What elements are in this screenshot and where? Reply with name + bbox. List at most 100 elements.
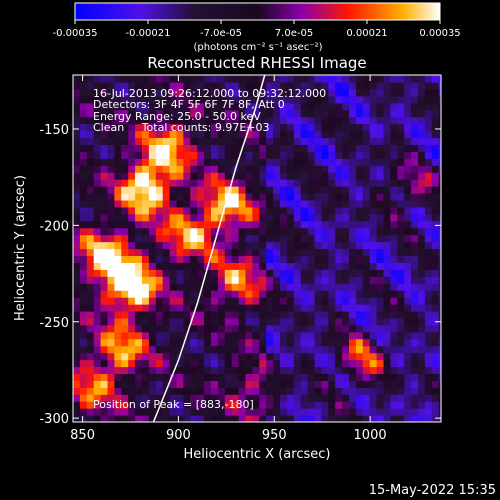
heatmap-cell (259, 415, 267, 422)
heatmap-cell (93, 366, 102, 375)
heatmap-cell (418, 144, 426, 152)
heatmap-cell (286, 394, 295, 402)
heatmap-cell (155, 394, 164, 402)
heatmap-cell (217, 123, 226, 132)
heatmap-cell (114, 408, 122, 416)
heatmap-cell (404, 192, 412, 201)
heatmap-cell (314, 304, 322, 312)
heatmap-cell (176, 310, 184, 319)
heatmap-cell (114, 123, 122, 132)
heatmap-cell (224, 95, 233, 104)
heatmap-cell (369, 366, 378, 375)
heatmap-cell (431, 408, 440, 416)
heatmap-cell (142, 283, 150, 291)
heatmap-cell (100, 359, 109, 368)
heatmap-cell (307, 255, 316, 263)
heatmap-cell (280, 283, 288, 291)
heatmap-cell (190, 172, 198, 180)
heatmap-cell (135, 137, 143, 145)
heatmap-cell (431, 297, 440, 305)
heatmap-cell (128, 366, 136, 375)
heatmap-cell (321, 199, 329, 208)
heatmap-cell (73, 248, 81, 257)
heatmap-cell (252, 408, 260, 416)
heatmap-cell (128, 290, 136, 298)
heatmap-cell (273, 95, 281, 104)
heatmap-cell (424, 262, 433, 270)
heatmap-cell (231, 304, 240, 312)
heatmap-cell (162, 297, 171, 305)
heatmap-cell (121, 310, 129, 319)
heatmap-cell (424, 387, 433, 395)
heatmap-cell (204, 151, 212, 159)
heatmap-cell (204, 276, 212, 284)
heatmap-cell (107, 269, 115, 277)
heatmap-cell (231, 338, 240, 347)
heatmap-cell (93, 234, 102, 243)
heatmap-cell (93, 130, 102, 139)
heatmap-cell (411, 373, 419, 381)
heatmap-cell (349, 88, 357, 97)
heatmap-cell (224, 179, 233, 187)
heatmap-cell (100, 248, 109, 257)
heatmap-cell (328, 192, 336, 201)
heatmap-cell (155, 401, 164, 409)
heatmap-cell (252, 324, 260, 333)
heatmap-cell (266, 338, 274, 347)
heatmap-cell (349, 324, 357, 333)
heatmap-cell (121, 116, 129, 125)
heatmap-cell (397, 317, 405, 326)
heatmap-cell (73, 324, 81, 333)
heatmap-cell (86, 283, 95, 291)
heatmap-cell (362, 415, 371, 422)
heatmap-cell (349, 366, 357, 375)
heatmap-cell (280, 199, 288, 208)
heatmap-cell (390, 415, 398, 422)
heatmap-cell (128, 304, 136, 312)
heatmap-cell (300, 290, 309, 298)
heatmap-cell (411, 227, 419, 236)
heatmap-cell (418, 359, 426, 368)
heatmap-cell (217, 75, 226, 83)
heatmap-cell (362, 116, 371, 125)
heatmap-cell (183, 269, 191, 277)
heatmap-cell (259, 324, 267, 333)
heatmap-cell (169, 359, 178, 368)
heatmap-cell (404, 290, 412, 298)
heatmap-cell (224, 102, 233, 111)
heatmap-cell (93, 123, 102, 132)
heatmap-cell (121, 172, 129, 180)
heatmap-cell (93, 241, 102, 250)
heatmap-cell (93, 165, 102, 173)
heatmap-cell (162, 241, 171, 250)
heatmap-cell (211, 317, 219, 326)
heatmap-cell (176, 269, 184, 277)
heatmap-cell (438, 269, 441, 277)
heatmap-cell (266, 116, 274, 125)
heatmap-cell (148, 401, 157, 409)
heatmap-cell (169, 199, 178, 208)
heatmap-cell (183, 304, 191, 312)
heatmap-cell (328, 199, 336, 208)
heatmap-cell (114, 373, 122, 381)
heatmap-cell (79, 331, 88, 340)
heatmap-cell (107, 304, 115, 312)
heatmap-cell (390, 116, 398, 125)
heatmap-cell (183, 186, 191, 194)
heatmap-cell (107, 199, 115, 208)
heatmap-cell (176, 338, 184, 347)
heatmap-cell (155, 199, 164, 208)
heatmap-cell (252, 290, 260, 298)
heatmap-cell (342, 297, 350, 305)
heatmap-cell (300, 255, 309, 263)
heatmap-cell (238, 234, 247, 243)
heatmap-cell (259, 227, 267, 236)
heatmap-cell (142, 88, 150, 97)
heatmap-cell (114, 151, 122, 159)
heatmap-cell (107, 310, 115, 319)
heatmap-cell (376, 366, 385, 375)
heatmap-cell (217, 262, 226, 270)
heatmap-cell (314, 137, 322, 145)
heatmap-cell (286, 380, 295, 388)
heatmap-cell (397, 109, 405, 118)
